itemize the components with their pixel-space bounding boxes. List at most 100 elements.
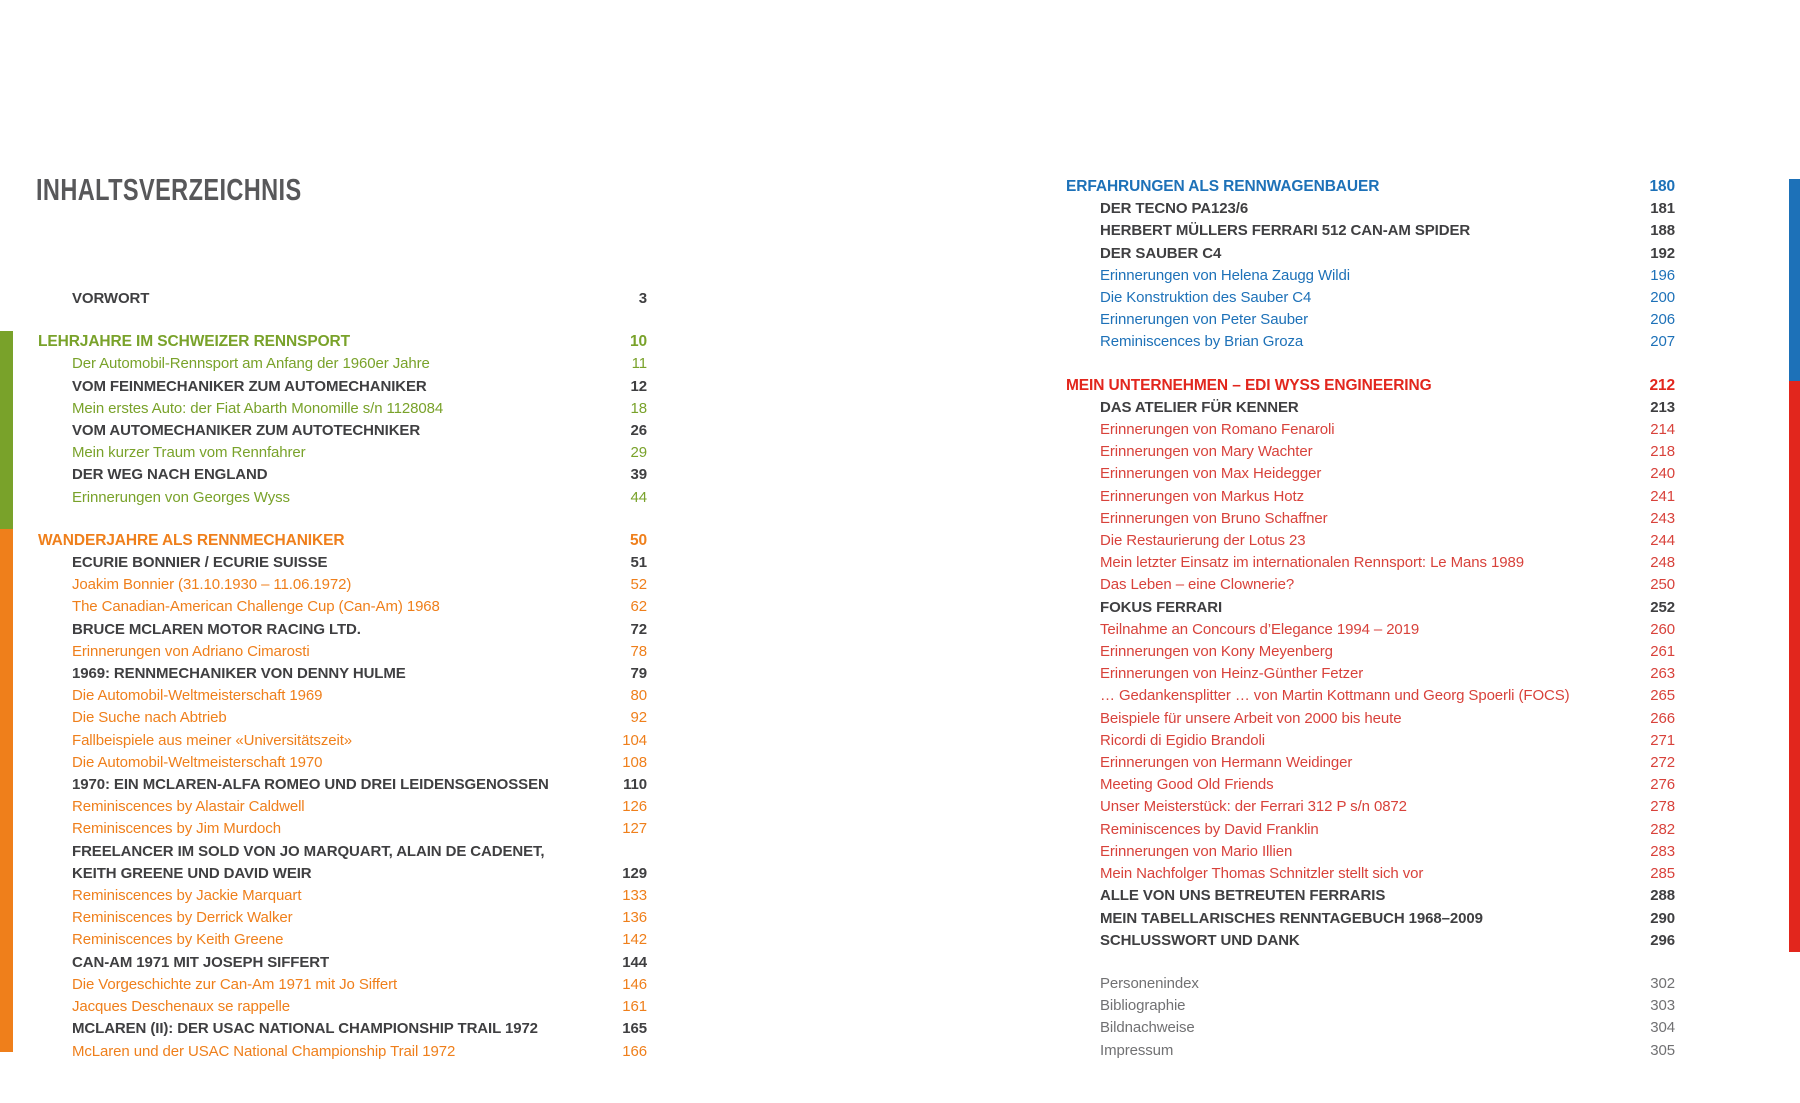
toc-entry-label: Erinnerungen von Romano Fenaroli [1100,421,1335,439]
toc-entry-label: DER WEG NACH ENGLAND [72,466,268,484]
toc-entry-row: Die Restaurierung der Lotus 23 244 [1100,530,1675,552]
toc-entry-label: MEIN TABELLARISCHES RENNTAGEBUCH 1968–20… [1100,909,1483,927]
toc-entry-label: Personenindex [1100,974,1199,992]
toc-entry-label: Teilnahme an Concours d’Elegance 1994 – … [1100,620,1420,638]
toc-entry-label: Erinnerungen von Kony Meyenberg [1100,643,1333,661]
toc-entry-label: Mein Nachfolger Thomas Schnitzler stellt… [1100,865,1424,883]
toc-entry-label: Erinnerungen von Hermann Weidinger [1100,754,1353,772]
toc-entry-row: Teilnahme an Concours d’Elegance 1994 – … [1100,619,1675,641]
toc-entry-label: Erinnerungen von Mario Illien [1100,842,1293,860]
toc-entry-label: Jacques Deschenaux se rappelle [72,998,290,1016]
toc-entry-page-number: 161 [622,998,647,1016]
toc-entry-row: Mein erstes Auto: der Fiat Abarth Monomi… [72,398,647,420]
toc-entry-row: Erinnerungen von Markus Hotz 241 [1100,486,1675,508]
toc-section-row: MEIN UNTERNEHMEN – EDI WYSS ENGINEERING 2… [1066,375,1675,397]
toc-entry-label: FOKUS FERRARI [1100,598,1223,616]
toc-entry-row: Beispiele für unsere Arbeit von 2000 bis… [1100,708,1675,730]
toc-entry-page-number: 283 [1650,842,1675,860]
toc-entry-page-number: 165 [622,1020,647,1038]
left-edge-section-bar-orange [0,529,13,1052]
toc-entry-page-number: 144 [622,953,647,971]
toc-entry-row: Personenindex 302 [1100,973,1675,995]
toc-entry-page-number: 51 [630,554,648,572]
toc-entry-row: Meeting Good Old Friends 276 [1100,774,1675,796]
toc-entry-label: Erinnerungen von Bruno Schaffner [1100,509,1328,527]
toc-entry-page-number: 108 [622,753,647,771]
toc-entry-row: Mein kurzer Traum vom Rennfahrer 29 [72,442,647,464]
toc-entry-page-number: 302 [1650,974,1675,992]
toc-entry-row: Impressum 305 [1100,1040,1675,1062]
toc-entry-page-number: 240 [1650,465,1675,483]
toc-entry-page-number: 252 [1650,598,1675,616]
toc-entry-label: Die Automobil-Weltmeisterschaft 1970 [72,753,323,771]
toc-entry-page-number: 276 [1650,776,1675,794]
toc-entry-label: WANDERJAHRE ALS RENNMECHANIKER [38,531,345,549]
toc-entry-page-number: 166 [622,1042,647,1060]
toc-entry-row: HERBERT MÜLLERS FERRARI 512 CAN-AM SPIDE… [1100,220,1675,242]
toc-entry-page-number: 92 [630,709,648,727]
toc-entry-page-number: 180 [1649,178,1675,195]
toc-entry-label: Erinnerungen von Adriano Cimarosti [72,642,310,660]
toc-entry-row: DAS ATELIER FÜR KENNER 213 [1100,397,1675,419]
toc-entry-row: Reminiscences by Jim Murdoch 127 [72,818,647,840]
toc-entry-page-number: 244 [1650,532,1675,550]
toc-entry-row: VOM AUTOMECHANIKER ZUM AUTOTECHNIKER 26 [72,420,647,442]
toc-entry-page-number: 288 [1650,887,1675,905]
toc-entry-label: Mein erstes Auto: der Fiat Abarth Monomi… [72,399,444,417]
toc-section-row: LEHRJAHRE IM SCHWEIZER RENNSPORT 10 [38,331,647,353]
toc-entry-page-number: 207 [1650,333,1675,351]
toc-entry-page-number: 265 [1650,687,1675,705]
toc-entry-page-number: 260 [1650,620,1675,638]
toc-entry-row: Die Konstruktion des Sauber C4 200 [1100,287,1675,309]
toc-entry-label: VOM FEINMECHANIKER ZUM AUTOMECHANIKER [72,377,427,395]
toc-entry-row: Die Suche nach Abtrieb 92 [72,707,647,729]
toc-entry-page-number: 278 [1650,798,1675,816]
toc-entry-row: Die Automobil-Weltmeisterschaft 1969 80 [72,685,647,707]
toc-entry-label: Erinnerungen von Georges Wyss [72,488,290,506]
toc-entry-page-number: 181 [1650,200,1675,218]
toc-entry-label: Erinnerungen von Mary Wachter [1100,443,1313,461]
toc-entry-page-number: 263 [1650,665,1675,683]
toc-entry-label: McLaren und der USAC National Championsh… [72,1042,456,1060]
toc-entry-row: Erinnerungen von Hermann Weidinger 272 [1100,752,1675,774]
toc-entry-label: Die Konstruktion des Sauber C4 [1100,289,1312,307]
toc-entry-label: Erinnerungen von Peter Sauber [1100,311,1309,329]
toc-entry-row: DER TECNO PA123/6 181 [1100,198,1675,220]
toc-entry-row: Ricordi di Egidio Brandoli 271 [1100,730,1675,752]
toc-entry-label: Beispiele für unsere Arbeit von 2000 bis… [1100,709,1402,727]
toc-entry-page-number: 39 [630,466,648,484]
toc-entry-row: Erinnerungen von Max Heidegger 240 [1100,463,1675,485]
toc-entry-row: Erinnerungen von Mario Illien 283 [1100,841,1675,863]
toc-entry-row: DER SAUBER C4 192 [1100,243,1675,265]
toc-entry-label: Die Restaurierung der Lotus 23 [1100,532,1306,550]
toc-entry-page-number: 142 [622,931,647,949]
toc-entry-label: Erinnerungen von Max Heidegger [1100,465,1322,483]
toc-section-row: ERFAHRUNGEN ALS RENNWAGENBAUER 180 [1066,176,1675,198]
toc-entry-page-number: 248 [1650,554,1675,572]
toc-entry-label: BRUCE MCLAREN MOTOR RACING LTD. [72,620,361,638]
toc-entry-row: Erinnerungen von Georges Wyss 44 [72,487,647,509]
toc-entry-label: Der Automobil-Rennsport am Anfang der 19… [72,355,430,373]
toc-entry-label: Erinnerungen von Heinz-Günther Fetzer [1100,665,1364,683]
toc-entry-page-number: 271 [1650,731,1675,749]
toc-entry-row: Reminiscences by Derrick Walker 136 [72,907,647,929]
toc-entry-label: Die Suche nach Abtrieb [72,709,227,727]
toc-entry-label: Impressum [1100,1041,1174,1059]
toc-entry-row: ALLE VON UNS BETREUTEN FERRARIS 288 [1100,885,1675,907]
toc-entry-label: Reminiscences by Brian Groza [1100,333,1304,351]
toc-entry-row: Jacques Deschenaux se rappelle 161 [72,996,647,1018]
toc-entry-label: Bildnachweise [1100,1019,1195,1037]
toc-entry-row: Unser Meisterstück: der Ferrari 312 P s/… [1100,796,1675,818]
toc-entry-row: Erinnerungen von Adriano Cimarosti 78 [72,641,647,663]
toc-entry-page-number: 12 [630,377,648,395]
toc-entry-row: FOKUS FERRARI 252 [1100,597,1675,619]
toc-entry-page-number: 10 [629,333,647,351]
toc-entry-label: Reminiscences by Alastair Caldwell [72,798,305,816]
toc-entry-page-number: 250 [1650,576,1675,594]
toc-entry-row: BRUCE MCLAREN MOTOR RACING LTD. 72 [72,619,647,641]
toc-entry-row: VORWORT 3 [72,288,647,310]
toc-entry-row: McLaren und der USAC National Championsh… [72,1041,647,1063]
toc-entry-row: Reminiscences by David Franklin 282 [1100,819,1675,841]
toc-entry-page-number: 3 [638,290,647,307]
